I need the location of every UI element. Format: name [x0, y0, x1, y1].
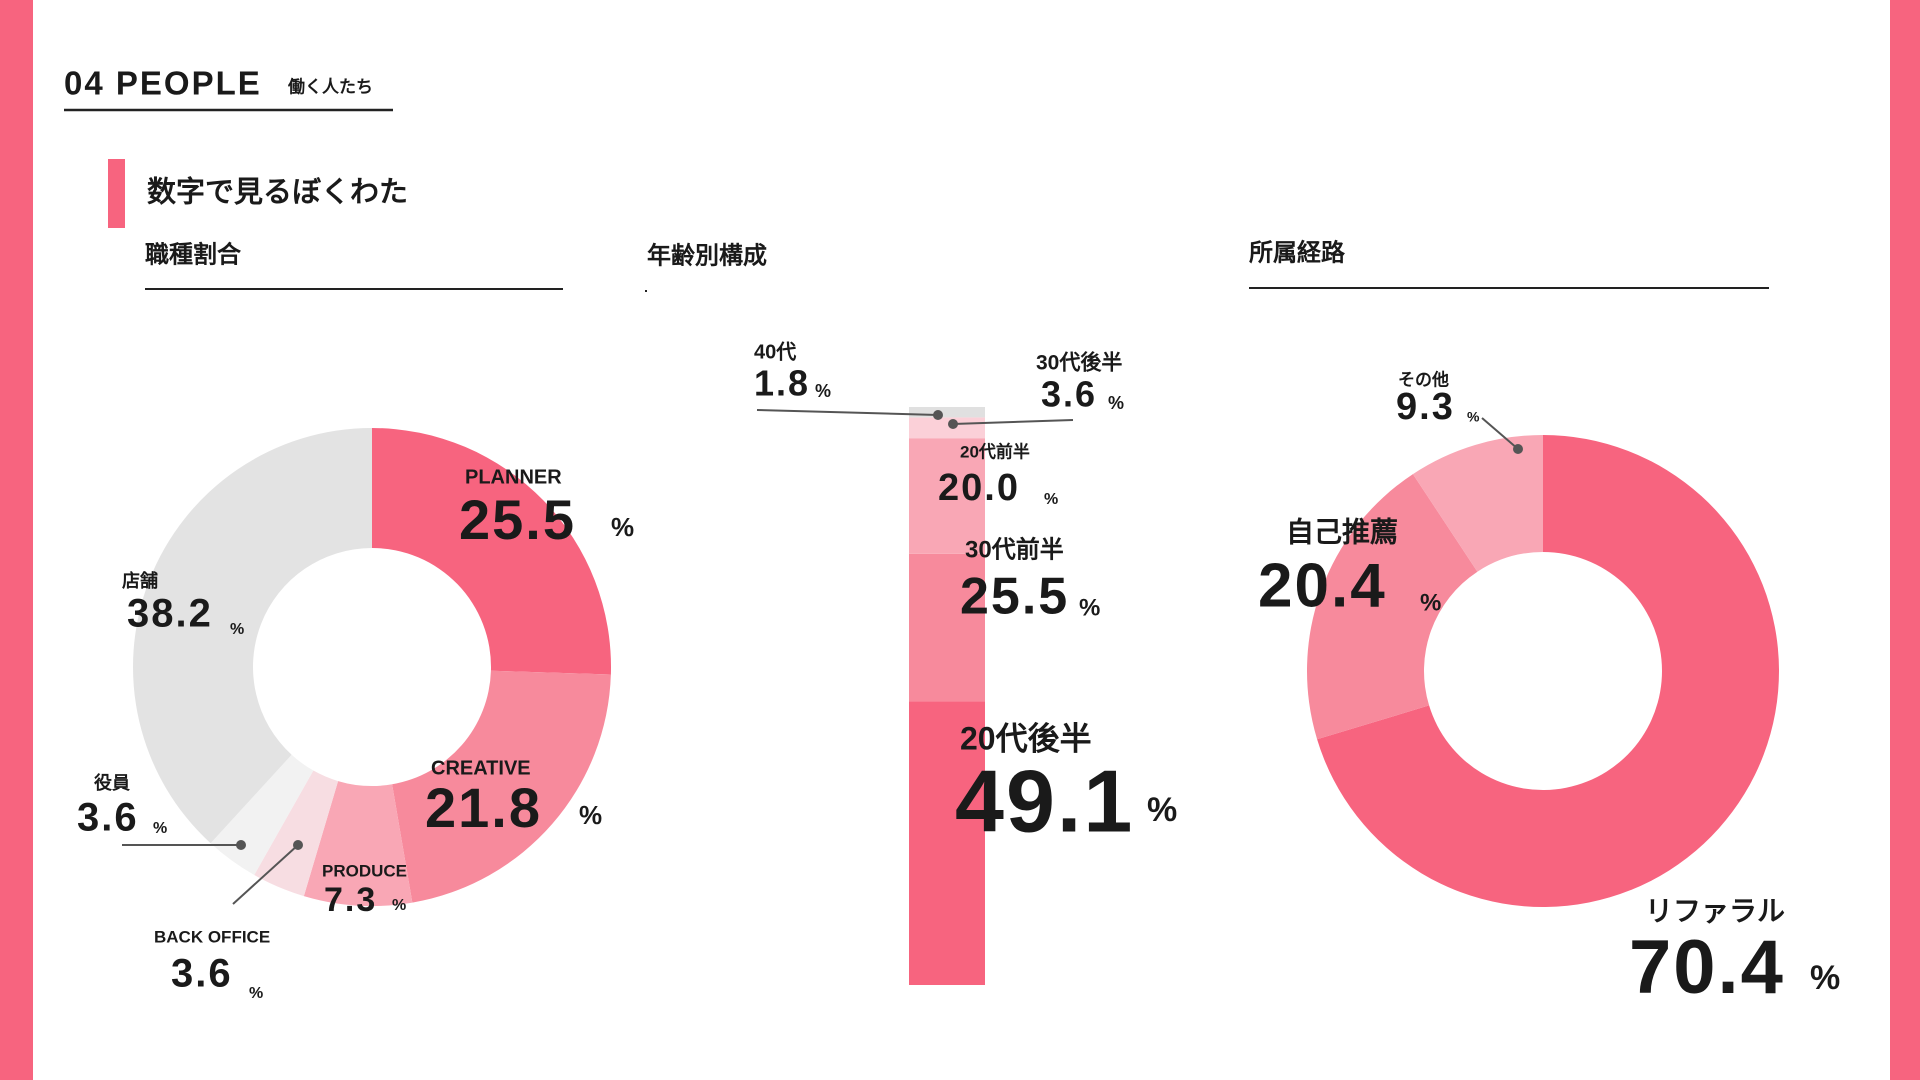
category-label: PRODUCE: [322, 861, 407, 880]
value-label: 7.3: [324, 881, 377, 919]
leader-line: [232, 844, 299, 905]
unit-label: %: [392, 897, 406, 914]
unit-label: %: [249, 985, 263, 1002]
value-label: 25.5: [459, 488, 576, 551]
value-label: 1.8: [754, 363, 810, 404]
value-label: 20.0: [938, 467, 1020, 509]
stack-segment: [909, 701, 985, 985]
donut-segment: [1317, 435, 1779, 907]
stack-segment: [909, 417, 985, 439]
value-label: 3.6: [1041, 374, 1097, 415]
unit-label: %: [1108, 393, 1124, 413]
category-label: 30代前半: [965, 535, 1064, 563]
value-label: 3.6: [77, 796, 139, 840]
leader-dot: [933, 410, 943, 420]
unit-label: %: [1079, 594, 1100, 621]
category-label: 店舗: [122, 570, 158, 591]
donut-segment: [1412, 435, 1543, 572]
category-label: 30代後半: [1036, 351, 1122, 375]
stack-segment: [909, 438, 985, 554]
leader-line: [952, 419, 1074, 425]
category-label: 自己推薦: [1286, 516, 1398, 547]
side-border: [0, 0, 33, 1080]
unit-label: %: [1420, 589, 1441, 616]
value-label: 21.8: [425, 776, 542, 839]
page-subtitle: 働く人たち: [287, 76, 373, 96]
donut-segment: [133, 428, 372, 844]
value-label: 3.6: [171, 952, 233, 996]
leader-dot: [1513, 444, 1523, 454]
section-marker: [108, 159, 125, 228]
side-border: [1890, 0, 1920, 1080]
category-label: 役員: [94, 772, 130, 793]
category-label: 20代前半: [960, 441, 1030, 461]
donut-segment: [303, 781, 413, 906]
leader-dot: [293, 840, 303, 850]
stack-segment: [909, 407, 985, 418]
chart-title: 年齢別構成: [647, 241, 767, 269]
value-label: 20.4: [1258, 551, 1387, 620]
category-label: その他: [1398, 369, 1449, 389]
leader-line: [1481, 417, 1519, 450]
category-label: 20代後半: [960, 720, 1092, 756]
value-label: 70.4: [1629, 925, 1785, 1010]
category-label: BACK OFFICE: [154, 927, 270, 946]
stack-segment: [909, 553, 985, 702]
unit-label: %: [815, 381, 831, 401]
chart-title: 所属経路: [1249, 238, 1346, 266]
leader-dot: [948, 419, 958, 429]
unit-label: %: [230, 621, 244, 638]
value-label: 9.3: [1396, 386, 1455, 428]
donut-segment: [372, 428, 612, 675]
category-label: リファラル: [1645, 895, 1785, 926]
leader-line: [756, 409, 939, 416]
category-label: 40代: [754, 340, 796, 363]
unit-label: %: [1044, 491, 1058, 508]
leader-dot: [236, 840, 246, 850]
page-title: 04 PEOPLE: [64, 65, 262, 102]
category-label: PLANNER: [465, 466, 562, 488]
unit-label: %: [611, 512, 634, 542]
unit-label: %: [153, 820, 167, 837]
value-label: 49.1: [955, 751, 1134, 850]
value-label: 38.2: [127, 592, 213, 636]
donut-segment: [1307, 474, 1478, 740]
donut-segment: [392, 670, 611, 903]
unit-label: %: [1810, 959, 1840, 997]
value-label: 25.5: [960, 568, 1069, 626]
unit-label: %: [579, 800, 602, 830]
chart-title: 職種割合: [145, 240, 242, 268]
unit-label: %: [1147, 791, 1177, 829]
unit-label: %: [1467, 409, 1480, 425]
category-label: CREATIVE: [431, 757, 531, 779]
section-title: 数字で見るぼくわた: [147, 175, 408, 209]
